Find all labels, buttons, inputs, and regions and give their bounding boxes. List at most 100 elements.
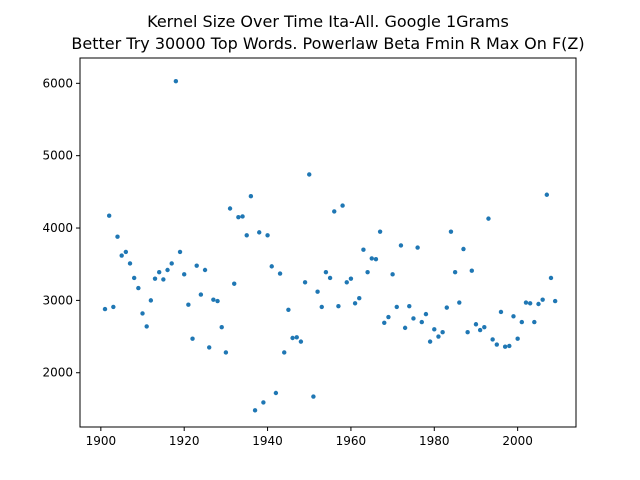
x-tick-label: 1960 <box>336 434 367 448</box>
data-point <box>286 307 291 312</box>
y-tick-label: 3000 <box>42 293 73 307</box>
data-point <box>382 320 387 326</box>
data-point <box>302 280 308 285</box>
data-point <box>198 292 204 297</box>
data-point <box>290 335 295 341</box>
data-point <box>461 246 466 252</box>
data-point <box>340 203 345 208</box>
data-point <box>540 297 545 302</box>
data-point <box>523 300 529 305</box>
data-point <box>215 298 220 304</box>
data-point <box>282 350 287 355</box>
data-point <box>332 209 337 214</box>
data-point <box>498 309 504 315</box>
data-point <box>532 319 537 325</box>
data-point <box>165 267 170 273</box>
data-point <box>173 78 179 84</box>
data-point <box>207 345 212 350</box>
data-point <box>227 206 233 211</box>
axes: 1900 1920 1940 1960 1980 2000 2000 3000 4000 5000… <box>42 76 532 448</box>
data-point <box>457 300 462 305</box>
data-point <box>161 277 166 282</box>
plot-frame <box>79 57 577 428</box>
data-point <box>452 269 458 275</box>
data-point <box>248 193 254 199</box>
data-point <box>327 275 333 281</box>
data-point <box>323 269 329 275</box>
y-tick-label: 6000 <box>42 76 73 90</box>
data-point <box>486 216 491 221</box>
data-point <box>390 272 395 277</box>
x-tick-label: 1900 <box>86 434 117 448</box>
data-point <box>169 261 174 266</box>
data-point <box>465 330 470 335</box>
data-point <box>407 303 412 309</box>
data-point <box>377 229 383 234</box>
data-point <box>152 276 158 281</box>
data-point <box>186 302 191 307</box>
data-point <box>252 408 258 413</box>
data-point <box>298 339 304 344</box>
data-point <box>469 268 474 273</box>
data-point <box>265 233 270 238</box>
data-point <box>415 245 420 250</box>
data-point <box>102 306 108 312</box>
x-tick-label: 1920 <box>169 434 200 448</box>
data-point <box>548 275 554 281</box>
data-point <box>144 324 149 329</box>
data-point <box>440 330 445 335</box>
data-point <box>269 264 274 269</box>
data-point <box>211 297 216 302</box>
data-point <box>536 301 541 307</box>
data-point <box>357 296 362 301</box>
y-tick-label: 5000 <box>42 149 73 163</box>
data-point <box>244 233 249 238</box>
data-point <box>411 316 416 321</box>
data-point <box>119 253 124 258</box>
data-point <box>348 276 354 281</box>
data-point <box>273 390 279 396</box>
data-point <box>315 289 320 294</box>
data-point <box>140 311 145 316</box>
data-point <box>194 263 199 268</box>
data-point <box>507 343 512 349</box>
data-point <box>111 304 116 310</box>
data-point <box>131 275 137 281</box>
data-point <box>177 249 183 255</box>
data-point <box>123 249 129 255</box>
data-point <box>361 247 366 252</box>
data-point <box>394 304 399 310</box>
data-point <box>544 192 550 197</box>
data-point <box>432 327 437 332</box>
data-point <box>261 400 266 405</box>
data-point <box>423 311 429 317</box>
data-point <box>448 229 454 234</box>
data-point <box>127 261 133 266</box>
x-tick-label: 1940 <box>252 434 283 448</box>
y-tick-label: 2000 <box>42 366 73 380</box>
data-point <box>527 301 533 306</box>
data-point <box>148 298 154 303</box>
data-point <box>552 298 558 304</box>
data-point <box>398 243 404 248</box>
data-point <box>182 272 187 277</box>
data-point <box>277 271 283 276</box>
data-point <box>232 281 237 286</box>
data-point <box>427 339 433 344</box>
data-point <box>511 314 516 319</box>
y-tick-label: 4000 <box>42 221 73 235</box>
chart-title-line-2: Better Try 30000 Top Words. Powerlaw Bet… <box>71 34 584 53</box>
data-point <box>490 337 495 342</box>
data-point <box>477 327 483 333</box>
data-point <box>373 256 379 262</box>
data-point <box>402 325 408 331</box>
x-tick-label: 2000 <box>502 434 533 448</box>
x-tick-label: 1980 <box>419 434 450 448</box>
data-point <box>352 301 358 306</box>
data-point <box>365 269 370 275</box>
data-point <box>444 305 449 310</box>
data-point <box>473 322 479 327</box>
data-point <box>519 319 525 325</box>
data-point <box>115 234 120 239</box>
data-point <box>482 324 487 330</box>
